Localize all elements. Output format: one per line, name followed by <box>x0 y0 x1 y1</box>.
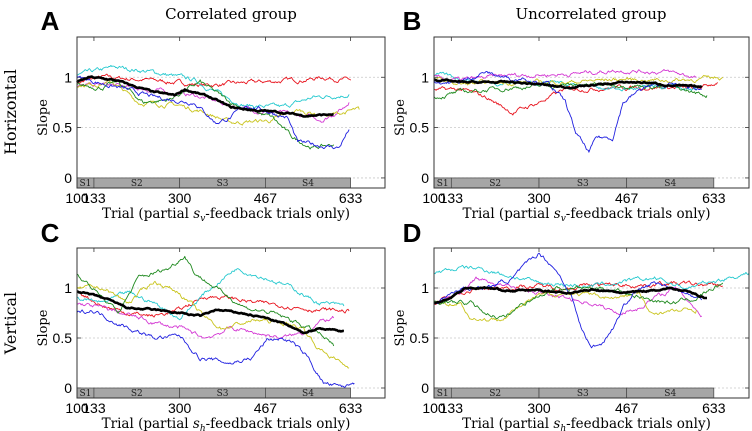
series-line-red <box>433 82 718 116</box>
y-tick-label: 1 <box>421 69 429 85</box>
segment-label: S4 <box>664 389 676 399</box>
x-tick-label: 133 <box>82 190 106 206</box>
segment-label: S4 <box>664 179 676 189</box>
y-tick-label: 0.5 <box>410 120 430 136</box>
y-tick-label: 0.5 <box>53 330 73 346</box>
x-tick-label: 467 <box>254 190 278 206</box>
segment-label: S2 <box>489 389 501 399</box>
x-tick-label: 300 <box>527 400 551 416</box>
series-line-mean <box>76 290 345 335</box>
x-tick-label: 133 <box>440 400 464 416</box>
y-tick-label: 0.5 <box>53 120 73 136</box>
y-tick-label: 1 <box>64 69 72 85</box>
y-tick-label: 0 <box>421 170 429 186</box>
x-tick-label: 300 <box>168 400 192 416</box>
y-tick-label: 0 <box>421 380 429 396</box>
series-line-yellow <box>76 280 350 369</box>
series-line-magenta <box>433 276 703 318</box>
x-axis-label: Trial (partial sh-feedback trials only) <box>102 416 351 431</box>
x-tick-label: 300 <box>168 190 192 206</box>
series-line-red <box>76 73 351 88</box>
segment-label: S1 <box>437 389 449 399</box>
column-title-uncorrelated: Uncorrelated group <box>515 5 666 23</box>
y-tick-label: 1 <box>64 280 72 296</box>
panel-letter: B <box>403 6 422 36</box>
segment-label: S4 <box>302 179 314 189</box>
series-line-magenta <box>433 69 697 81</box>
series-line-blue <box>433 252 703 349</box>
y-tick-label: 1 <box>421 280 429 296</box>
series-line-yellow <box>433 74 724 87</box>
series-line-mean <box>76 75 334 118</box>
series-line-cyan <box>76 268 345 321</box>
x-axis-label: Trial (partial sv-feedback trials only) <box>102 206 350 224</box>
axes-frame <box>433 247 750 399</box>
x-tick-label: 300 <box>527 190 551 206</box>
segment-label: S2 <box>131 389 143 399</box>
row-label-vertical: Vertical <box>1 292 20 355</box>
segment-label: S2 <box>489 179 501 189</box>
x-tick-label: 100 <box>422 190 446 206</box>
x-tick-label: 633 <box>702 400 726 416</box>
series-line-red <box>76 290 350 318</box>
y-tick-label: 0 <box>64 380 72 396</box>
series-line-green <box>433 282 724 320</box>
x-tick-label: 633 <box>339 190 363 206</box>
axes-frame <box>76 36 386 189</box>
x-tick-label: 133 <box>82 400 106 416</box>
x-tick-label: 133 <box>440 190 464 206</box>
x-tick-label: 467 <box>254 400 278 416</box>
y-tick-label: 0 <box>64 170 72 186</box>
series-line-mean <box>433 78 703 90</box>
series-line-green <box>76 255 335 347</box>
x-tick-label: 467 <box>615 400 639 416</box>
x-axis-label: Trial (partial sv-feedback trials only) <box>463 206 711 224</box>
x-tick-label: 633 <box>339 400 363 416</box>
series-line-cyan <box>433 264 750 290</box>
series-line-blue <box>76 75 350 150</box>
row-label-horizontal: Horizontal <box>1 69 20 155</box>
y-axis-label: Slope <box>36 99 51 136</box>
segment-label: S2 <box>131 179 143 189</box>
segment-label: S1 <box>80 389 92 399</box>
series-line-magenta <box>76 302 335 339</box>
segment-label: S4 <box>302 389 314 399</box>
x-tick-label: 100 <box>65 400 89 416</box>
y-axis-label: Slope <box>393 99 408 136</box>
panel-letter: C <box>41 218 60 248</box>
x-tick-label: 633 <box>702 190 726 206</box>
panel-letter: A <box>41 6 60 36</box>
column-title-correlated: Correlated group <box>165 5 297 23</box>
segment-label: S3 <box>217 179 229 189</box>
x-axis-label: Trial (partial sh-feedback trials only) <box>462 416 711 431</box>
series-line-yellow <box>76 79 360 126</box>
segment-label: S3 <box>577 179 589 189</box>
x-tick-label: 100 <box>422 400 446 416</box>
series-line-yellow <box>433 291 697 322</box>
segment-label: S1 <box>437 179 449 189</box>
segment-label: S3 <box>217 389 229 399</box>
y-tick-label: 0.5 <box>410 330 430 346</box>
axes-frame <box>76 247 386 399</box>
series-line-green <box>76 79 335 150</box>
x-tick-label: 100 <box>65 190 89 206</box>
series-line-mean <box>433 285 708 305</box>
y-axis-label: Slope <box>393 309 408 346</box>
x-tick-label: 467 <box>615 190 639 206</box>
segment-label: S3 <box>577 389 589 399</box>
series-line-blue <box>76 309 355 388</box>
panel-letter: D <box>403 218 422 248</box>
segment-label: S1 <box>80 179 92 189</box>
series-line-blue <box>433 70 702 153</box>
axes-frame <box>433 36 750 189</box>
y-axis-label: Slope <box>36 309 51 346</box>
